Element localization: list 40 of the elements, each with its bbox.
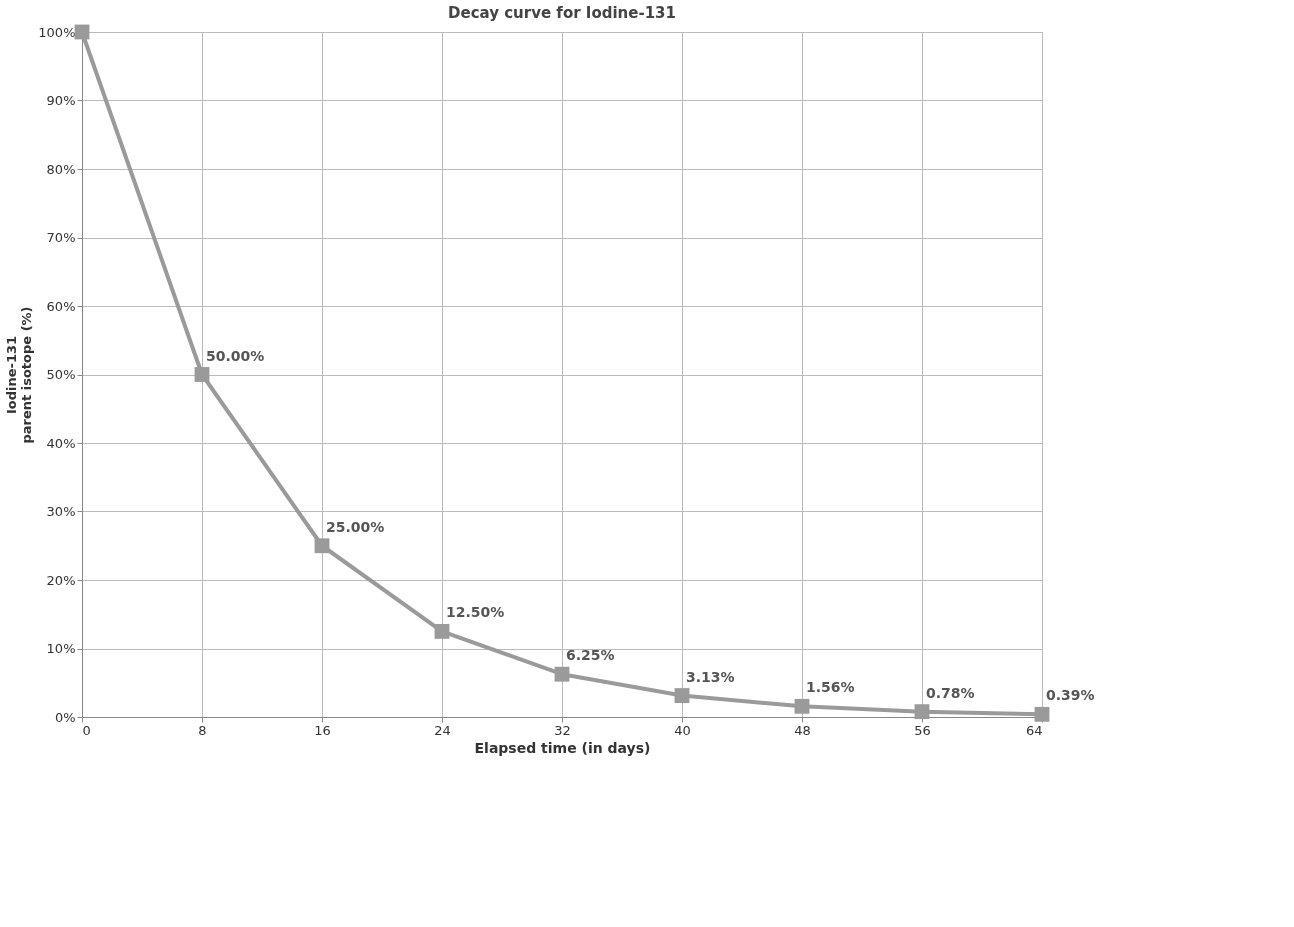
y-tick-label: 40% [46, 435, 76, 451]
data-label: 0.39% [1046, 687, 1095, 704]
x-tick-label: 8 [198, 722, 207, 738]
x-tick-label: 32 [554, 722, 571, 738]
data-label: 12.50% [446, 604, 505, 621]
x-tick-label: 64 [1025, 722, 1043, 738]
y-tick-label: 20% [46, 572, 76, 588]
point [794, 698, 810, 714]
point [914, 704, 930, 720]
data-label: 50.00% [206, 347, 265, 364]
point [314, 538, 330, 554]
point [434, 623, 450, 639]
data-label: 1.56% [806, 679, 855, 696]
point [194, 367, 210, 382]
y-tick-label: 80% [46, 161, 76, 177]
y-tick-label: 60% [46, 298, 76, 314]
y-tick-label: 0% [54, 709, 76, 725]
data-label: 0.78% [926, 684, 975, 701]
y-tick-label: 100% [38, 24, 76, 40]
x-tick-label: 24 [434, 722, 451, 738]
data-label: 25.00% [326, 518, 385, 535]
y-axis-title: Iodine-131 parent isotope (%) [4, 306, 35, 444]
x-tick-label: 0 [82, 722, 91, 738]
point [74, 24, 90, 40]
x-tick-label: 56 [914, 722, 931, 738]
x-tick-label: 40 [674, 722, 691, 738]
y-tick-label: 50% [46, 367, 76, 382]
y-tick-label: 90% [46, 93, 76, 108]
x-tick-label: 48 [794, 722, 811, 738]
point [1034, 706, 1050, 722]
y-tick-label: 10% [46, 641, 76, 656]
chart-title: Decay curve for Iodine-131 [448, 3, 676, 22]
x-tick-label: 16 [314, 722, 331, 738]
x-axis-title: Elapsed time (in days) [474, 739, 651, 756]
data-label: 6.25% [566, 647, 615, 664]
point [674, 688, 690, 703]
y-tick-label: 30% [46, 504, 76, 519]
data-label: 3.13% [686, 668, 735, 685]
point [554, 666, 570, 682]
y-tick-label: 70% [46, 230, 76, 245]
